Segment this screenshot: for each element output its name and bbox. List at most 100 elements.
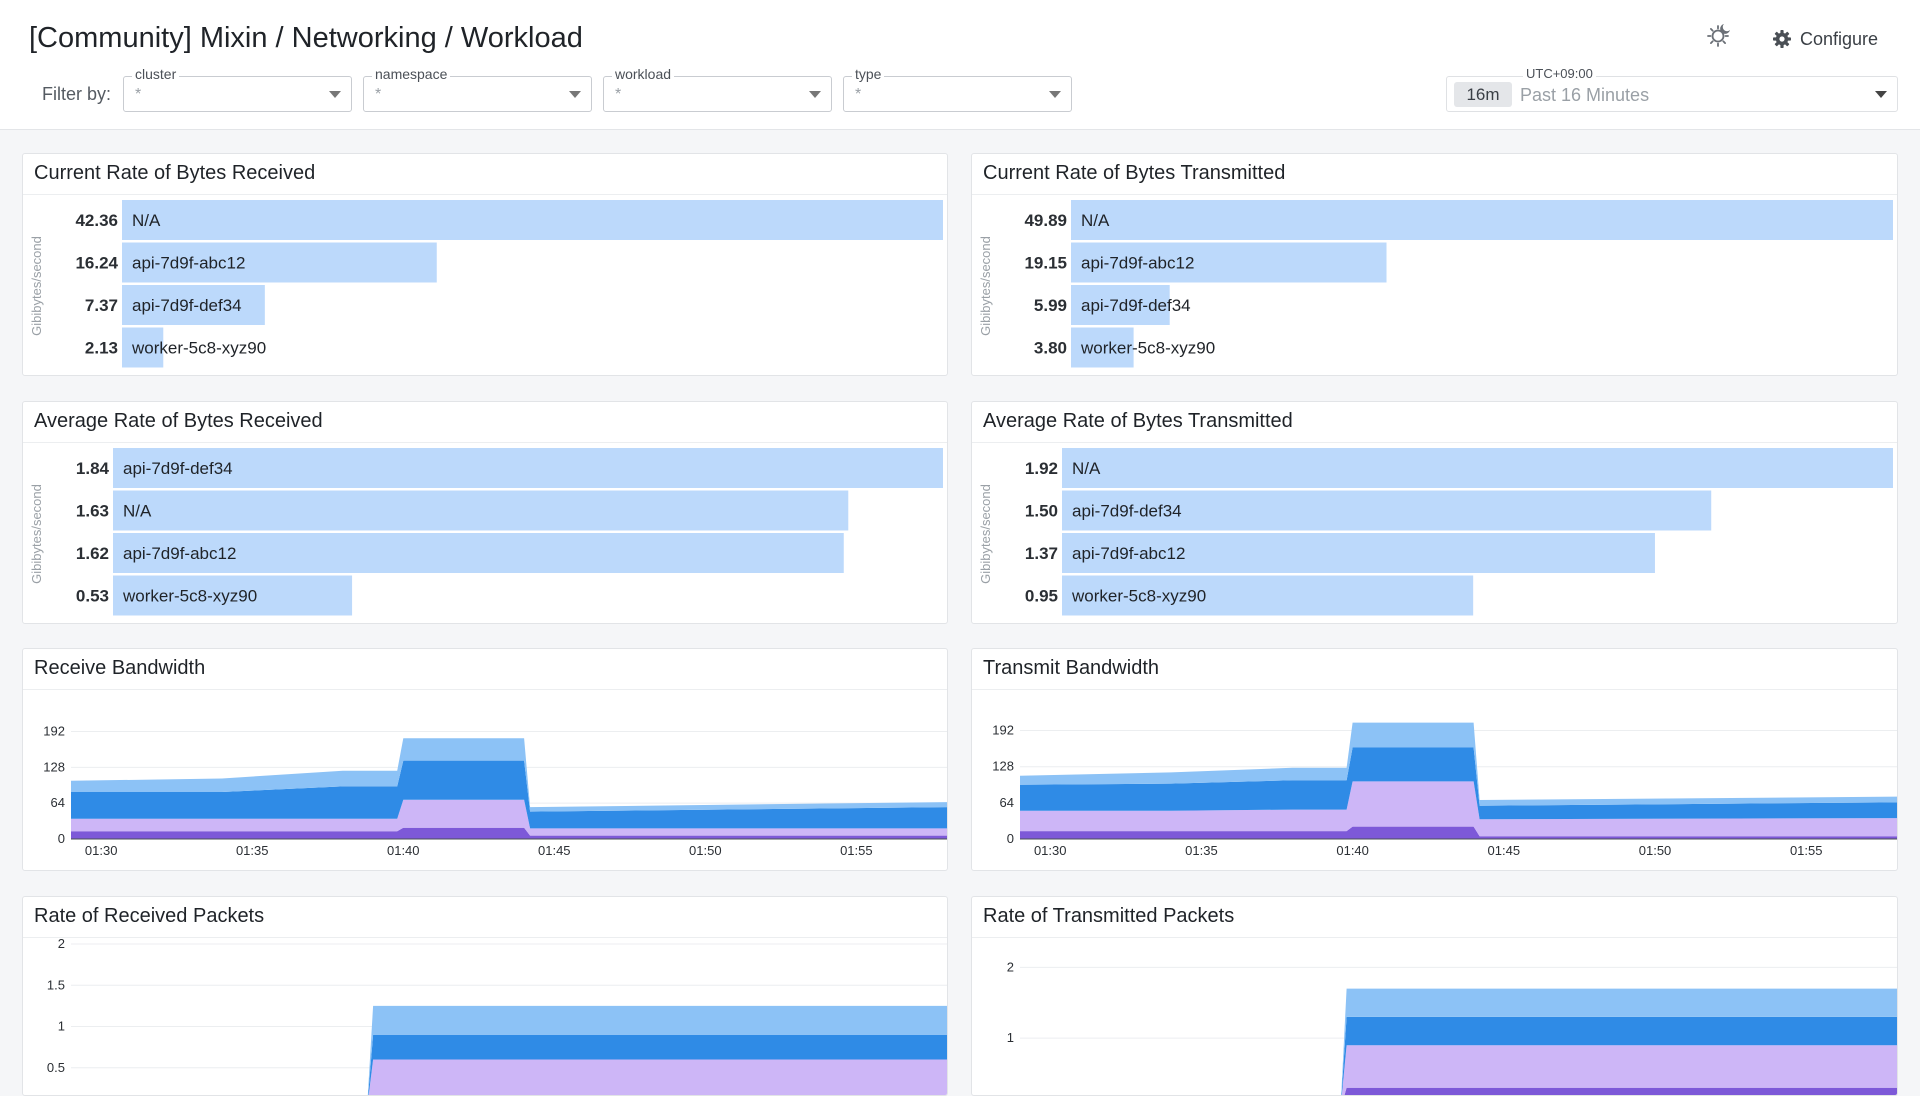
namespace-filter[interactable]: namespace * bbox=[363, 76, 592, 112]
bar-category-label: api-7d9f-abc12 bbox=[132, 254, 245, 273]
type-filter-value: * bbox=[855, 86, 861, 104]
chevron-down-icon bbox=[1049, 91, 1061, 98]
panel-avg-rx: Average Rate of Bytes Received Gibibytes… bbox=[22, 401, 948, 624]
theme-toggle-button[interactable] bbox=[1702, 18, 1736, 52]
y-tick-label: 64 bbox=[51, 795, 65, 810]
y-tick-label: 0 bbox=[1007, 831, 1014, 846]
bar-category-label: api-7d9f-def34 bbox=[123, 459, 233, 478]
bar-value-label: 16.24 bbox=[75, 254, 118, 273]
bar[interactable] bbox=[1071, 200, 1893, 240]
area-series[interactable] bbox=[1020, 1088, 1898, 1096]
y-tick-label: 1.5 bbox=[47, 977, 65, 992]
timezone-label: UTC+09:00 bbox=[1523, 66, 1596, 81]
duration-badge: 16m bbox=[1454, 82, 1512, 107]
bar-value-label: 42.36 bbox=[75, 211, 118, 230]
x-tick-label: 01:45 bbox=[538, 843, 571, 858]
configure-label: Configure bbox=[1800, 29, 1878, 50]
bar-value-label: 7.37 bbox=[85, 296, 118, 315]
x-tick-label: 01:50 bbox=[689, 843, 722, 858]
bar[interactable] bbox=[122, 200, 943, 240]
workload-filter[interactable]: workload * bbox=[603, 76, 832, 112]
page-title: [Community] Mixin / Networking / Workloa… bbox=[29, 22, 583, 55]
bar-category-label: N/A bbox=[1081, 211, 1110, 230]
type-filter[interactable]: type * bbox=[843, 76, 1072, 112]
y-tick-label: 1 bbox=[1007, 1030, 1014, 1045]
bar-category-label: worker-5c8-xyz90 bbox=[122, 587, 257, 606]
x-tick-label: 01:30 bbox=[85, 843, 118, 858]
y-tick-label: 128 bbox=[992, 759, 1014, 774]
bar[interactable] bbox=[1062, 448, 1893, 488]
y-axis-label: Gibibytes/second bbox=[978, 484, 993, 584]
bar-category-label: api-7d9f-def34 bbox=[1072, 502, 1182, 521]
cluster-filter-label: cluster bbox=[132, 66, 179, 82]
x-tick-label: 01:50 bbox=[1639, 843, 1672, 858]
panel-current-tx: Current Rate of Bytes Transmitted Gibiby… bbox=[971, 153, 1898, 376]
namespace-filter-label: namespace bbox=[372, 66, 450, 82]
sun-moon-icon bbox=[1705, 21, 1733, 49]
namespace-filter-value: * bbox=[375, 86, 381, 104]
bar-value-label: 0.53 bbox=[76, 587, 109, 606]
bar-value-label: 2.13 bbox=[85, 339, 118, 358]
chevron-down-icon bbox=[329, 91, 341, 98]
cluster-filter-value: * bbox=[135, 86, 141, 104]
bar-value-label: 1.62 bbox=[76, 544, 109, 563]
configure-button[interactable]: Configure bbox=[1772, 24, 1878, 54]
bar[interactable] bbox=[113, 448, 943, 488]
bar-category-label: api-7d9f-abc12 bbox=[1072, 544, 1185, 563]
bar-value-label: 1.37 bbox=[1025, 544, 1058, 563]
bar-value-label: 1.92 bbox=[1025, 459, 1058, 478]
bar[interactable] bbox=[113, 491, 848, 531]
y-axis-label: Gibibytes/second bbox=[978, 236, 993, 336]
bar-value-label: 49.89 bbox=[1024, 211, 1067, 230]
bar-category-label: api-7d9f-def34 bbox=[1081, 296, 1191, 315]
bar-category-label: N/A bbox=[1072, 459, 1101, 478]
x-tick-label: 01:40 bbox=[387, 843, 420, 858]
x-tick-label: 01:55 bbox=[840, 843, 873, 858]
bar-category-label: worker-5c8-xyz90 bbox=[1071, 587, 1206, 606]
bar-value-label: 1.63 bbox=[76, 502, 109, 521]
time-range-text: Past 16 Minutes bbox=[1520, 85, 1649, 106]
y-tick-label: 0 bbox=[58, 831, 65, 846]
received-packets-chart: 0.5 1 1.5 2 bbox=[23, 897, 948, 1096]
gear-icon bbox=[1772, 29, 1792, 49]
bar-category-label: N/A bbox=[132, 211, 161, 230]
filter-by-label: Filter by: bbox=[42, 84, 111, 105]
y-tick-label: 1 bbox=[58, 1019, 65, 1034]
chevron-down-icon bbox=[809, 91, 821, 98]
chevron-down-icon bbox=[569, 91, 581, 98]
bar-category-label: api-7d9f-def34 bbox=[132, 296, 242, 315]
x-tick-label: 01:55 bbox=[1790, 843, 1823, 858]
bar-value-label: 5.99 bbox=[1034, 296, 1067, 315]
cluster-filter[interactable]: cluster * bbox=[123, 76, 352, 112]
x-tick-label: 01:40 bbox=[1336, 843, 1369, 858]
panel-current-rx: Current Rate of Bytes Received Gibibytes… bbox=[22, 153, 948, 376]
bar-category-label: worker-5c8-xyz90 bbox=[131, 339, 266, 358]
bar-value-label: 1.50 bbox=[1025, 502, 1058, 521]
panel-avg-tx: Average Rate of Bytes Transmitted Gibiby… bbox=[971, 401, 1898, 624]
bar-value-label: 0.95 bbox=[1025, 587, 1058, 606]
y-tick-label: 64 bbox=[1000, 795, 1014, 810]
workload-filter-label: workload bbox=[612, 66, 674, 82]
time-range-picker[interactable]: UTC+09:00 16m Past 16 Minutes bbox=[1446, 76, 1898, 112]
y-tick-label: 0.5 bbox=[47, 1060, 65, 1075]
x-tick-label: 01:45 bbox=[1488, 843, 1521, 858]
y-tick-label: 192 bbox=[43, 723, 65, 738]
bar-category-label: api-7d9f-abc12 bbox=[123, 544, 236, 563]
x-tick-label: 01:30 bbox=[1034, 843, 1067, 858]
area-series[interactable] bbox=[71, 1060, 948, 1096]
bar-category-label: api-7d9f-abc12 bbox=[1081, 254, 1194, 273]
dashboard-header: [Community] Mixin / Networking / Workloa… bbox=[0, 0, 1920, 130]
x-tick-label: 01:35 bbox=[1185, 843, 1218, 858]
y-tick-label: 2 bbox=[58, 936, 65, 951]
y-axis-label: Gibibytes/second bbox=[29, 484, 44, 584]
transmitted-packets-chart: 12 bbox=[972, 897, 1898, 1096]
